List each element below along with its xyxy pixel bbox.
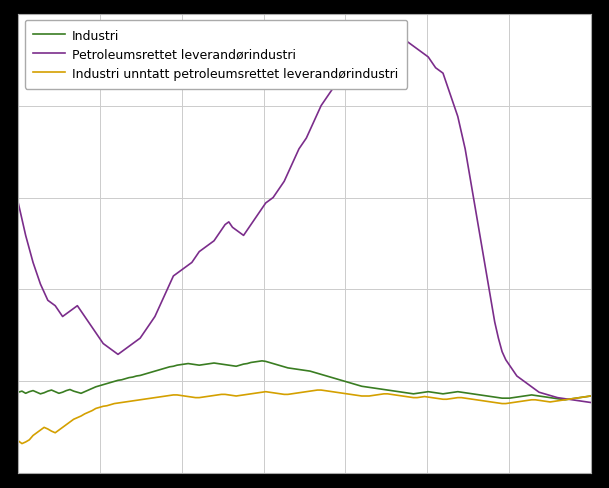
Petroleumsrettet leverandørindustri [229,225,236,231]
Line: Petroleumsrettet leverandørindustri: Petroleumsrettet leverandørindustri [18,41,591,403]
Industri unntatt petroleumsrettet leverandørindustri [417,394,424,400]
Industri unntatt petroleumsrettet leverandørindustri [314,387,321,393]
Industri [251,359,258,365]
Industri unntatt petroleumsrettet leverandørindustri [15,438,22,444]
Industri [229,363,236,369]
Industri unntatt petroleumsrettet leverandørindustri [362,393,369,399]
Industri [358,384,365,389]
Industri [258,358,266,364]
Petroleumsrettet leverandørindustri [480,255,487,261]
Petroleumsrettet leverandørindustri [403,39,410,44]
Industri unntatt petroleumsrettet leverandørindustri [163,393,170,399]
Petroleumsrettet leverandørindustri [15,201,22,206]
Industri [561,397,569,403]
Industri unntatt petroleumsrettet leverandørindustri [255,390,262,396]
Line: Industri unntatt petroleumsrettet leverandørindustri: Industri unntatt petroleumsrettet levera… [18,390,591,444]
Industri [480,393,487,399]
Legend: Industri, Petroleumsrettet leverandørindustri, Industri unntatt petroleumsrettet: Industri, Petroleumsrettet leverandørind… [24,21,407,90]
Industri [414,390,421,396]
Industri unntatt petroleumsrettet leverandørindustri [484,399,491,405]
Line: Industri: Industri [18,361,591,400]
Petroleumsrettet leverandørindustri [354,77,362,82]
Petroleumsrettet leverandørindustri [587,400,594,406]
Petroleumsrettet leverandørindustri [251,217,258,223]
Petroleumsrettet leverandørindustri [414,47,421,53]
Industri unntatt petroleumsrettet leverandørindustri [233,393,240,399]
Petroleumsrettet leverandørindustri [159,298,166,304]
Industri [587,393,594,399]
Industri [15,389,22,395]
Industri [159,366,166,372]
Industri unntatt petroleumsrettet leverandørindustri [587,393,594,399]
Industri unntatt petroleumsrettet leverandørindustri [18,441,26,447]
